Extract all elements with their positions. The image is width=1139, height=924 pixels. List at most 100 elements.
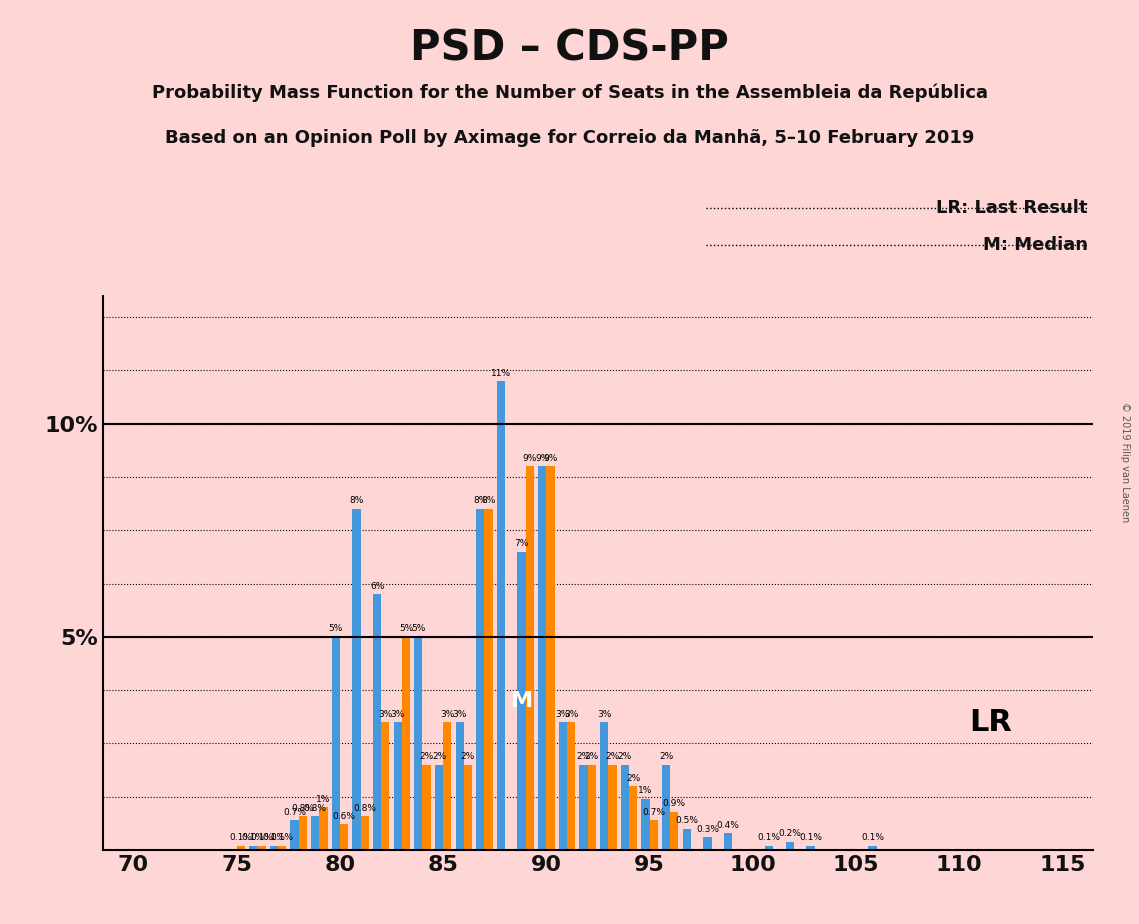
Text: 2%: 2% [432, 752, 446, 761]
Bar [649, 821, 658, 850]
Bar [484, 509, 493, 850]
Text: 0.1%: 0.1% [262, 833, 286, 843]
Bar [765, 845, 773, 850]
Text: 0.1%: 0.1% [249, 833, 273, 843]
Bar [547, 467, 555, 850]
Bar [339, 824, 349, 850]
Bar [372, 594, 382, 850]
Text: 0.8%: 0.8% [304, 804, 327, 812]
Text: 9%: 9% [523, 454, 536, 463]
Text: © 2019 Filip van Laenen: © 2019 Filip van Laenen [1121, 402, 1130, 522]
Text: 0.1%: 0.1% [271, 833, 294, 843]
Bar [319, 808, 328, 850]
Bar [703, 837, 712, 850]
Text: LR: Last Result: LR: Last Result [936, 199, 1088, 217]
Bar [394, 723, 402, 850]
Text: 8%: 8% [473, 496, 487, 505]
Bar [786, 842, 794, 850]
Bar [517, 552, 526, 850]
Bar [464, 765, 472, 850]
Bar [497, 381, 505, 850]
Text: 2%: 2% [605, 752, 620, 761]
Text: 0.6%: 0.6% [333, 812, 355, 821]
Bar [361, 816, 369, 850]
Text: 5%: 5% [411, 625, 426, 634]
Text: 9%: 9% [543, 454, 558, 463]
Bar [311, 816, 319, 850]
Text: M: M [510, 691, 533, 711]
Bar [270, 845, 278, 850]
Text: 0.4%: 0.4% [716, 821, 739, 830]
Bar [352, 509, 361, 850]
Bar [443, 723, 451, 850]
Text: 2%: 2% [659, 752, 673, 761]
Bar [600, 723, 608, 850]
Bar [641, 799, 649, 850]
Text: 9%: 9% [535, 454, 549, 463]
Text: 3%: 3% [378, 710, 393, 719]
Bar [415, 637, 423, 850]
Bar [237, 845, 245, 850]
Bar [538, 467, 547, 850]
Text: 3%: 3% [556, 710, 570, 719]
Bar [621, 765, 629, 850]
Text: 3%: 3% [440, 710, 454, 719]
Text: 8%: 8% [482, 496, 495, 505]
Text: LR: LR [969, 708, 1013, 737]
Bar [331, 637, 339, 850]
Text: 0.3%: 0.3% [696, 825, 719, 833]
Text: Based on an Opinion Poll by Aximage for Correio da Manhã, 5–10 February 2019: Based on an Opinion Poll by Aximage for … [165, 129, 974, 147]
Bar [567, 723, 575, 850]
Text: 2%: 2% [576, 752, 591, 761]
Bar [249, 845, 257, 850]
Text: 0.8%: 0.8% [353, 804, 376, 812]
Bar [806, 845, 814, 850]
Text: 3%: 3% [452, 710, 467, 719]
Text: 3%: 3% [597, 710, 612, 719]
Text: Probability Mass Function for the Number of Seats in the Assembleia da República: Probability Mass Function for the Number… [151, 83, 988, 102]
Text: 0.9%: 0.9% [663, 799, 686, 808]
Bar [382, 723, 390, 850]
Bar [682, 829, 691, 850]
Bar [290, 821, 298, 850]
Text: 6%: 6% [370, 582, 384, 590]
Bar [724, 833, 732, 850]
Text: 3%: 3% [564, 710, 579, 719]
Bar [456, 723, 464, 850]
Bar [476, 509, 484, 850]
Bar [559, 723, 567, 850]
Text: 7%: 7% [515, 539, 528, 548]
Bar [588, 765, 596, 850]
Bar [662, 765, 670, 850]
Text: 2%: 2% [617, 752, 632, 761]
Bar [608, 765, 616, 850]
Text: 2%: 2% [626, 773, 640, 783]
Bar [278, 845, 286, 850]
Bar [526, 467, 534, 850]
Text: M: Median: M: Median [983, 236, 1088, 254]
Bar [435, 765, 443, 850]
Text: 3%: 3% [391, 710, 404, 719]
Text: 0.7%: 0.7% [642, 808, 665, 817]
Bar [629, 786, 637, 850]
Text: 0.1%: 0.1% [861, 833, 884, 843]
Text: 2%: 2% [419, 752, 434, 761]
Text: 0.1%: 0.1% [241, 833, 264, 843]
Bar [580, 765, 588, 850]
Text: 0.1%: 0.1% [800, 833, 822, 843]
Text: 2%: 2% [461, 752, 475, 761]
Text: 0.2%: 0.2% [779, 829, 802, 838]
Text: 0.5%: 0.5% [675, 816, 698, 825]
Bar [257, 845, 265, 850]
Text: 0.7%: 0.7% [282, 808, 306, 817]
Text: 2%: 2% [584, 752, 599, 761]
Bar [423, 765, 431, 850]
Bar [298, 816, 306, 850]
Bar [670, 811, 679, 850]
Bar [402, 637, 410, 850]
Text: PSD – CDS-PP: PSD – CDS-PP [410, 28, 729, 69]
Text: 0.8%: 0.8% [292, 804, 314, 812]
Text: 0.1%: 0.1% [229, 833, 253, 843]
Text: 1%: 1% [317, 795, 330, 804]
Bar [868, 845, 877, 850]
